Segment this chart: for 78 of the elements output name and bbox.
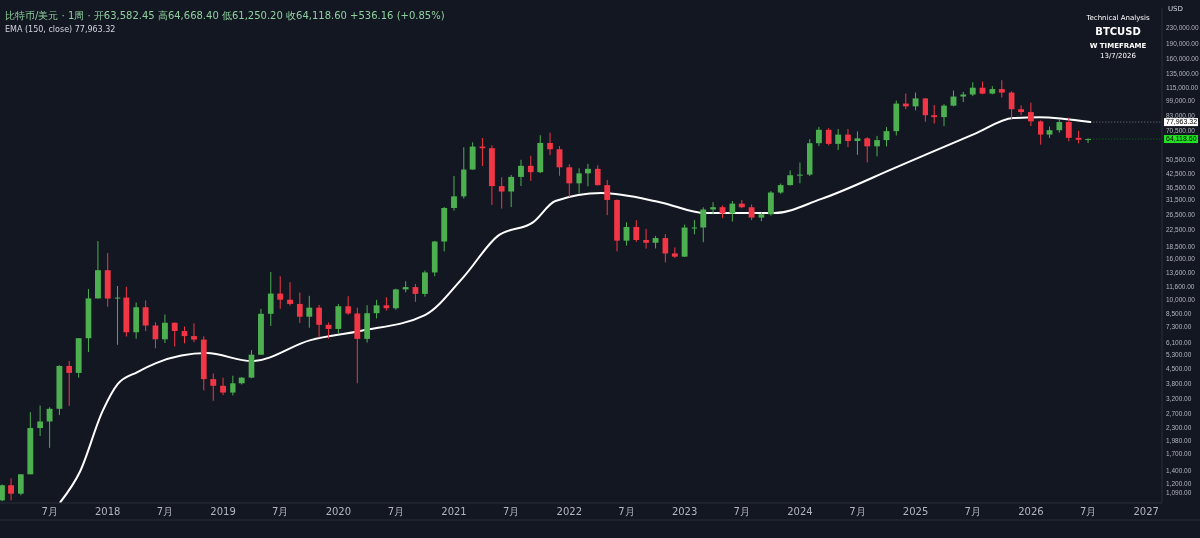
candlestick (373, 299, 380, 319)
candlestick (922, 97, 929, 123)
candlestick (864, 136, 871, 163)
candlestick (835, 128, 842, 151)
candlestick (287, 281, 293, 307)
candlestick (633, 219, 640, 243)
x-tick-label: 2021 (441, 506, 467, 517)
candlestick (729, 200, 736, 223)
x-tick-label: 2022 (556, 506, 583, 517)
candlestick (604, 179, 611, 216)
annotation: EMA (150, close) 77,963.32 (5, 24, 116, 34)
candlestick (220, 377, 226, 396)
candlestick (854, 130, 861, 156)
candlestick (267, 271, 274, 327)
annotation: 比特币/美元 · 1周 · 开63,582.45 高64,668.40 低61,250.20 收64,118.60 +536.16 (+0.85%) (5, 10, 445, 21)
candlestick (1065, 117, 1072, 142)
x-tick-label: 7月 (41, 506, 58, 517)
candlestick (643, 228, 649, 250)
candlestick (845, 128, 851, 148)
candlestick (931, 104, 938, 125)
x-tick-label: 2018 (95, 506, 121, 517)
candlestick (874, 135, 880, 157)
candlestick (451, 175, 457, 212)
candlestick (469, 141, 476, 171)
x-tick-label: 7月 (1079, 506, 1097, 517)
x-tick-label: 2024 (787, 506, 813, 517)
x-tick-label: 2025 (902, 506, 929, 517)
candlestick (815, 126, 822, 147)
candlestick (941, 103, 947, 127)
candlestick (1038, 119, 1044, 146)
candlestick (797, 161, 803, 184)
x-tick-label: 2026 (1018, 506, 1044, 517)
candlestick (335, 303, 342, 334)
x-tick-label: 2020 (325, 506, 352, 517)
candlestick (191, 322, 197, 343)
x-tick-label: 7月 (272, 506, 289, 517)
candlestick (8, 477, 14, 501)
candlestick (1018, 104, 1025, 116)
candlestick (46, 406, 53, 449)
x-tick-label: 7月 (849, 506, 866, 517)
candlestick (142, 299, 149, 332)
candlestick (421, 270, 428, 298)
candlestick (547, 132, 553, 156)
candlestick (498, 176, 505, 210)
candlestick (161, 314, 168, 344)
candlestick (306, 295, 313, 329)
x-tick-label: 2019 (210, 506, 236, 517)
candlestick (518, 159, 524, 187)
candlestick (277, 275, 284, 310)
candlestick (18, 473, 24, 496)
candlestick (230, 375, 236, 396)
candlestick (691, 219, 698, 235)
candlestick (566, 163, 573, 198)
candlestick (114, 285, 121, 346)
x-tick-label: 7月 (502, 506, 520, 517)
candlestick (585, 163, 591, 187)
x-tick-label: 7月 (618, 506, 635, 517)
candlestick (1027, 102, 1034, 127)
x-tick-label: 7月 (156, 506, 174, 517)
candlestick (37, 405, 43, 437)
candlestick (767, 190, 774, 217)
candlestick (171, 321, 178, 348)
candlestick (345, 295, 351, 316)
candlestick (210, 372, 217, 402)
x-tick-label: 7月 (387, 506, 405, 517)
candlestick (296, 292, 303, 324)
candlestick (66, 360, 73, 407)
x-tick-label: 2027 (1133, 506, 1159, 517)
x-tick-label: 2023 (671, 506, 698, 517)
candlestick (576, 167, 582, 194)
candlestick (710, 201, 716, 215)
candlestick (508, 174, 515, 208)
candlestick (700, 206, 707, 243)
candlestick (316, 304, 322, 339)
x-tick-label: 7月 (733, 506, 750, 517)
x-tick-label: 7月 (964, 506, 981, 517)
candlestick (527, 155, 534, 182)
text: BTCUSD (1095, 26, 1141, 37)
